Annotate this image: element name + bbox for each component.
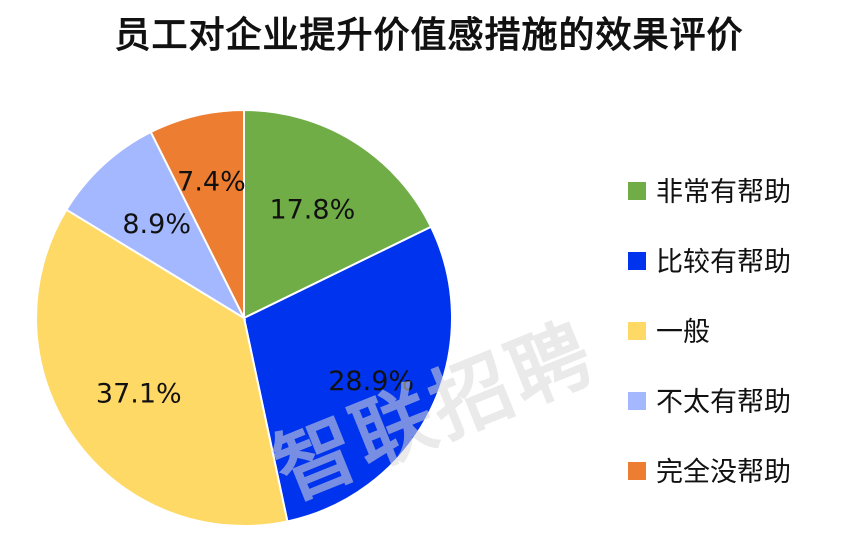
pie-slice-5 [149,108,245,319]
legend-label: 一般 [656,317,710,348]
pie-slice-2 [242,225,453,523]
legend-swatch [628,462,646,480]
pie-slice-3 [35,208,289,527]
legend-label: 不太有帮助 [656,387,791,418]
slice-value-label: 28.9% [328,366,414,397]
legend-swatch [628,392,646,410]
slice-value-label: 17.8% [269,195,355,226]
slice-labels: 17.8% 28.9% 37.1% 8.9% 7.4% [96,166,414,409]
slice-value-label: 8.9% [122,209,191,240]
slice-value-label: 37.1% [96,379,182,410]
legend-label: 完全没帮助 [656,457,791,488]
chart-title: 员工对企业提升价值感措施的效果评价 [114,15,744,56]
pie-slices [35,108,453,527]
legend-swatch [628,322,646,340]
legend-label: 比较有帮助 [656,247,791,278]
legend-swatch [628,182,646,200]
legend-label: 非常有帮助 [656,177,791,208]
slice-value-label: 7.4% [177,166,246,197]
pie-slice-4 [65,130,247,321]
pie-slice-1 [243,108,433,320]
legend-swatch [628,252,646,270]
